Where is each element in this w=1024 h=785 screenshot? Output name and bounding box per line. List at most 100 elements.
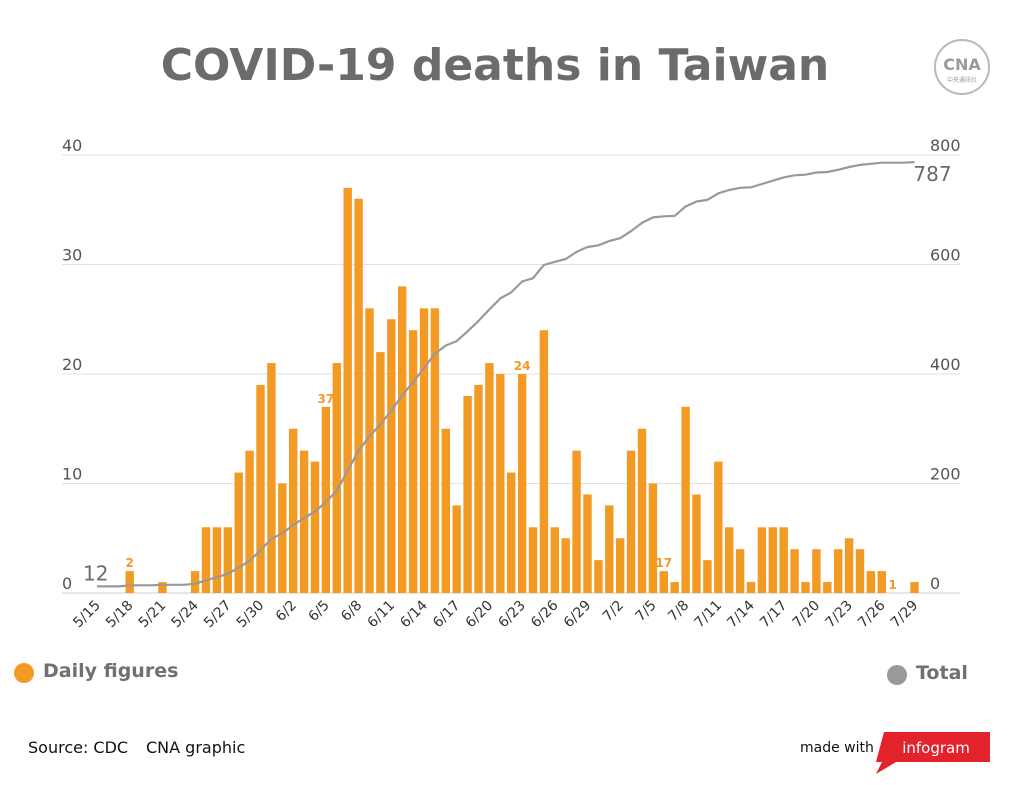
bar — [877, 571, 886, 593]
bar — [681, 406, 690, 593]
bar — [212, 527, 222, 593]
bar — [278, 483, 287, 593]
bar — [779, 527, 788, 593]
bar — [299, 450, 309, 593]
bar — [485, 363, 494, 593]
x-tick-label: 6/5 — [305, 598, 332, 625]
y-right-tick-label: 200 — [930, 465, 961, 484]
bar — [125, 571, 134, 593]
y-right-tick-label: 0 — [930, 574, 940, 593]
bar — [528, 527, 538, 593]
bar — [496, 374, 505, 593]
x-tick-label: 6/8 — [338, 598, 365, 625]
x-tick-label: 7/26 — [855, 597, 889, 631]
logo-sub-text: 中央通訊社 — [947, 76, 977, 84]
bar-data-label: 1 — [889, 578, 897, 592]
y-left-tick-label: 40 — [62, 136, 82, 155]
bar — [866, 571, 876, 593]
bar — [768, 527, 777, 593]
x-tick-label: 5/30 — [234, 598, 268, 632]
x-tick-label: 5/18 — [103, 598, 137, 632]
bar — [714, 461, 723, 593]
infogram-logo-icon[interactable]: infogram — [876, 732, 990, 774]
bar — [201, 527, 211, 593]
logo-main-text: CNA — [943, 55, 981, 74]
y-right-tick-label: 600 — [930, 246, 961, 265]
bar — [670, 582, 679, 593]
x-tick-label: 6/11 — [365, 598, 399, 632]
x-tick-label: 7/14 — [724, 597, 758, 631]
x-tick-label: 6/26 — [528, 597, 562, 631]
bar — [616, 538, 625, 593]
x-tick-label: 6/17 — [430, 598, 464, 632]
x-tick-label: 6/23 — [495, 598, 529, 632]
made-with-text: made with — [800, 740, 874, 756]
bar — [834, 549, 843, 593]
x-tick-label: 7/20 — [790, 598, 824, 632]
bar — [801, 582, 810, 593]
bar — [387, 319, 396, 593]
legend-daily-dot — [14, 663, 34, 683]
y-left-tick-label: 0 — [62, 574, 72, 593]
legend-total-label: Total — [916, 662, 968, 684]
bar — [637, 428, 647, 593]
bar — [561, 538, 570, 593]
x-tick-label: 6/29 — [561, 598, 595, 632]
bar — [430, 308, 440, 593]
bar — [256, 384, 265, 593]
x-tick-label: 7/17 — [757, 598, 791, 632]
bar — [626, 450, 636, 593]
y-right-tick-label: 400 — [930, 355, 961, 374]
x-tick-label: 5/27 — [201, 598, 235, 632]
bar — [659, 571, 668, 593]
bar — [648, 483, 658, 593]
bar — [332, 363, 341, 593]
bar-data-label: 2 — [126, 556, 134, 570]
total-data-label: 12 — [83, 561, 108, 585]
x-tick-label: 7/11 — [692, 598, 726, 632]
credit-text: CNA graphic — [146, 738, 246, 757]
bar — [594, 560, 603, 593]
x-tick-label: 7/5 — [632, 598, 659, 625]
bar — [289, 428, 298, 593]
bar — [539, 330, 549, 593]
bar — [408, 330, 418, 593]
bar — [321, 406, 331, 593]
infogram-brand-text: infogram — [902, 739, 970, 757]
y-left-tick-label: 10 — [62, 465, 82, 484]
bar — [757, 527, 767, 593]
x-tick-label: 6/2 — [273, 598, 300, 625]
y-left-tick-label: 30 — [62, 246, 82, 265]
legend-daily-label: Daily figures — [43, 660, 179, 682]
x-tick-label: 5/21 — [136, 598, 170, 632]
bar — [245, 450, 254, 593]
bar — [223, 527, 232, 593]
chart-title: COVID-19 deaths in Taiwan — [160, 40, 830, 91]
bar — [692, 494, 701, 593]
bar — [725, 527, 734, 593]
bar — [419, 308, 429, 593]
bar — [474, 384, 483, 593]
x-tick-label: 5/24 — [168, 597, 202, 631]
x-tick-label: 7/23 — [822, 598, 856, 632]
bar — [463, 395, 472, 593]
bar — [746, 582, 756, 593]
x-tick-label: 6/14 — [397, 597, 431, 631]
bar — [234, 472, 243, 593]
bar — [507, 472, 516, 593]
bar — [844, 538, 854, 593]
bar — [735, 549, 745, 593]
cna-logo-icon: CNA 中央通訊社 — [934, 39, 990, 95]
bar — [583, 494, 592, 593]
bar — [855, 549, 865, 593]
bar — [703, 560, 712, 593]
x-tick-label: 7/8 — [665, 598, 692, 625]
bar-data-label: 17 — [655, 556, 672, 570]
bar — [354, 198, 363, 594]
bar — [158, 582, 167, 593]
bar — [823, 582, 832, 593]
bar — [310, 461, 320, 593]
bar — [441, 428, 450, 593]
bar — [550, 527, 559, 593]
